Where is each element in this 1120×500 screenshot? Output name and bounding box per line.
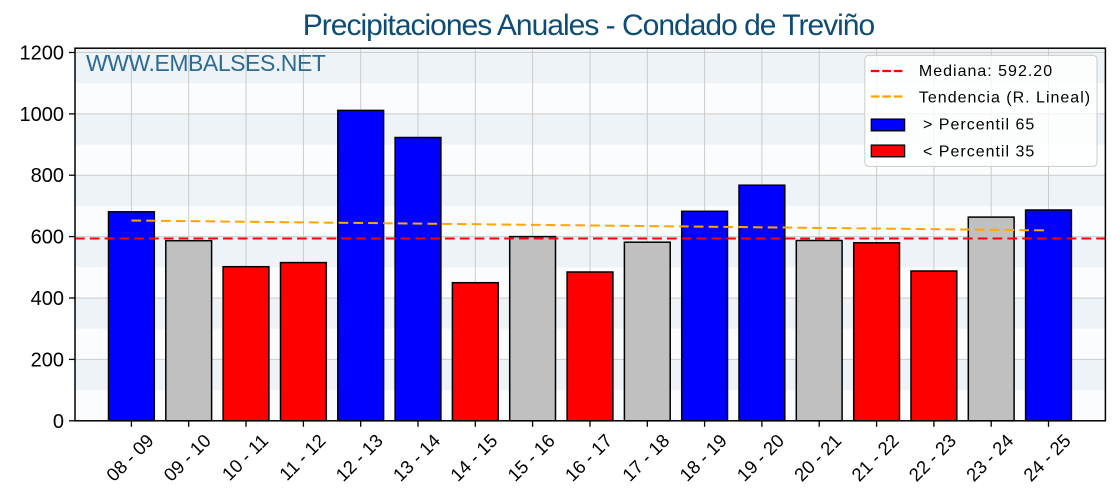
svg-text:Mediana: 592.20: Mediana: 592.20: [919, 63, 1053, 80]
svg-text:Tendencia (R. Lineal): Tendencia (R. Lineal): [919, 90, 1091, 107]
svg-text:17 - 18: 17 - 18: [618, 430, 674, 486]
svg-text:24 - 25: 24 - 25: [1019, 430, 1075, 486]
svg-text:08 - 09: 08 - 09: [102, 430, 158, 486]
svg-text:> Percentil 65: > Percentil 65: [923, 117, 1035, 134]
svg-text:10 - 11: 10 - 11: [218, 430, 273, 485]
svg-text:11 - 12: 11 - 12: [275, 430, 330, 485]
svg-text:800: 800: [31, 165, 64, 187]
svg-text:< Percentil 35: < Percentil 35: [923, 143, 1035, 160]
svg-text:09 - 10: 09 - 10: [159, 430, 215, 486]
svg-text:Precipitaciones Anuales - Cond: Precipitaciones Anuales - Condado de Tre…: [303, 9, 875, 42]
svg-text:1200: 1200: [20, 43, 65, 65]
svg-text:WWW.EMBALSES.NET: WWW.EMBALSES.NET: [86, 50, 326, 76]
svg-text:23 - 24: 23 - 24: [962, 430, 1018, 486]
svg-text:200: 200: [31, 349, 64, 371]
svg-text:22 - 23: 22 - 23: [905, 430, 961, 486]
svg-text:0: 0: [53, 411, 64, 433]
svg-text:400: 400: [31, 288, 64, 310]
svg-text:18 - 19: 18 - 19: [675, 430, 731, 486]
svg-text:20 - 21: 20 - 21: [790, 430, 846, 486]
svg-text:12 - 13: 12 - 13: [331, 430, 387, 486]
svg-text:1000: 1000: [20, 104, 65, 126]
svg-text:13 - 14: 13 - 14: [389, 430, 445, 486]
svg-text:16 - 17: 16 - 17: [561, 430, 617, 486]
svg-text:19 - 20: 19 - 20: [733, 430, 789, 486]
svg-text:14 - 15: 14 - 15: [446, 430, 502, 486]
svg-text:21 - 22: 21 - 22: [847, 430, 903, 486]
svg-text:600: 600: [31, 227, 64, 249]
svg-text:15 - 16: 15 - 16: [503, 430, 559, 486]
